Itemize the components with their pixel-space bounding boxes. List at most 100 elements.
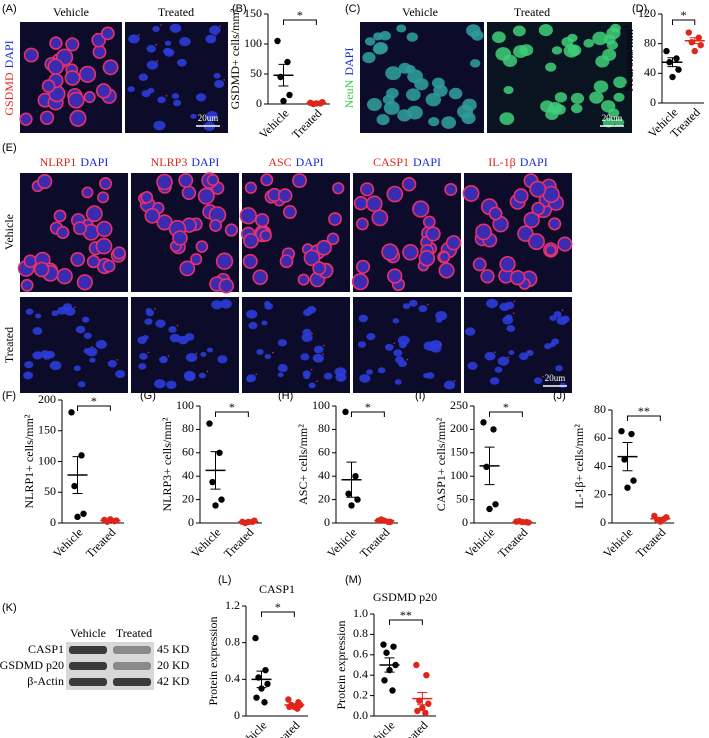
data-point bbox=[284, 58, 291, 66]
speck bbox=[322, 353, 325, 356]
cell bbox=[323, 372, 333, 380]
y-tick-label: 80 bbox=[318, 421, 330, 435]
cell bbox=[570, 92, 585, 105]
cell bbox=[83, 91, 96, 104]
y-tick-label: 40 bbox=[594, 458, 606, 472]
cell bbox=[39, 110, 55, 125]
cell bbox=[425, 226, 441, 242]
cell bbox=[141, 89, 151, 98]
speck bbox=[74, 306, 76, 309]
cell bbox=[172, 230, 188, 246]
y-axis-label: NLRP1+ cells/mm² bbox=[22, 414, 36, 508]
error-bar bbox=[210, 451, 221, 490]
cell bbox=[308, 382, 316, 389]
data-point bbox=[274, 37, 281, 45]
category-label: Vehicle bbox=[256, 106, 291, 141]
panel-label: (C) bbox=[345, 3, 360, 15]
cell bbox=[512, 25, 526, 37]
cell bbox=[277, 372, 284, 378]
data-point bbox=[216, 449, 223, 456]
cell bbox=[544, 244, 557, 257]
cell bbox=[528, 233, 545, 251]
cell bbox=[157, 96, 166, 104]
y-tick-label: 100 bbox=[312, 398, 330, 412]
cell bbox=[163, 47, 172, 55]
y-tick-label: 20 bbox=[182, 491, 194, 505]
cell bbox=[277, 339, 287, 347]
data-point bbox=[630, 477, 637, 484]
cell bbox=[326, 232, 340, 246]
speck bbox=[406, 358, 409, 361]
cell bbox=[200, 351, 207, 357]
stain-label: NLRP1 DAPI bbox=[40, 155, 109, 169]
cell bbox=[303, 249, 321, 267]
cell bbox=[261, 320, 268, 326]
y-tick-label: 50 bbox=[44, 484, 56, 498]
cell bbox=[467, 361, 478, 370]
blot-size: 20 KD bbox=[157, 658, 190, 672]
data-point bbox=[691, 47, 698, 55]
cell bbox=[595, 55, 610, 68]
chart-title: CASP1 bbox=[259, 582, 295, 596]
category-label: Vehicle bbox=[50, 525, 85, 560]
cell bbox=[190, 113, 197, 119]
cell bbox=[387, 268, 403, 284]
significance-label: * bbox=[503, 400, 509, 414]
stain-dapi: DAPI bbox=[2, 40, 16, 68]
cell bbox=[279, 254, 294, 269]
stain-dapi: DAPI bbox=[413, 155, 441, 169]
cell bbox=[297, 273, 310, 286]
y-tick-label: 0 bbox=[234, 708, 240, 722]
y-axis-label: ASC+ cells/mm² bbox=[296, 424, 310, 505]
cell bbox=[171, 93, 180, 100]
cell bbox=[144, 318, 153, 325]
cell bbox=[183, 370, 196, 380]
cell bbox=[381, 243, 399, 261]
cell bbox=[393, 349, 403, 357]
cell bbox=[242, 253, 258, 269]
y-tick-label: 100 bbox=[176, 398, 194, 412]
data-point bbox=[71, 482, 78, 490]
cell bbox=[357, 341, 367, 348]
speck bbox=[439, 343, 442, 345]
data-point bbox=[342, 408, 349, 416]
cell bbox=[397, 109, 412, 122]
y-tick-label: 250 bbox=[450, 398, 468, 412]
data-point bbox=[286, 91, 293, 99]
cell bbox=[567, 44, 582, 57]
category-label: Treated bbox=[83, 525, 119, 561]
stain-marker: NLRP1 bbox=[40, 155, 77, 169]
speck bbox=[156, 60, 159, 62]
cell bbox=[499, 255, 516, 273]
cell bbox=[376, 114, 390, 126]
speck bbox=[316, 380, 318, 383]
cell bbox=[155, 319, 166, 328]
cell bbox=[107, 360, 117, 368]
cell bbox=[353, 195, 369, 211]
category-label: Treated bbox=[267, 718, 303, 738]
speck bbox=[155, 43, 158, 46]
cell bbox=[613, 76, 627, 89]
cell bbox=[73, 221, 87, 236]
y-tick-label: 120 bbox=[638, 6, 656, 20]
category-label: Treated bbox=[221, 525, 257, 561]
cell bbox=[392, 318, 400, 324]
cell bbox=[422, 215, 436, 229]
speck bbox=[255, 373, 258, 375]
stain-marker: IL-1β bbox=[488, 155, 515, 169]
cell bbox=[402, 244, 419, 261]
stain-label: CASP1 DAPI bbox=[373, 155, 441, 169]
cell bbox=[384, 343, 394, 351]
speck bbox=[206, 370, 209, 373]
cell bbox=[23, 254, 38, 268]
cell bbox=[608, 108, 620, 118]
cell bbox=[89, 357, 96, 363]
cell bbox=[42, 352, 52, 360]
error-bar bbox=[278, 63, 289, 87]
cell bbox=[557, 236, 573, 252]
cell bbox=[504, 301, 515, 310]
data-point bbox=[212, 502, 219, 509]
error-bar bbox=[256, 670, 267, 689]
speck bbox=[272, 351, 274, 354]
panel-label: (J) bbox=[553, 390, 566, 402]
